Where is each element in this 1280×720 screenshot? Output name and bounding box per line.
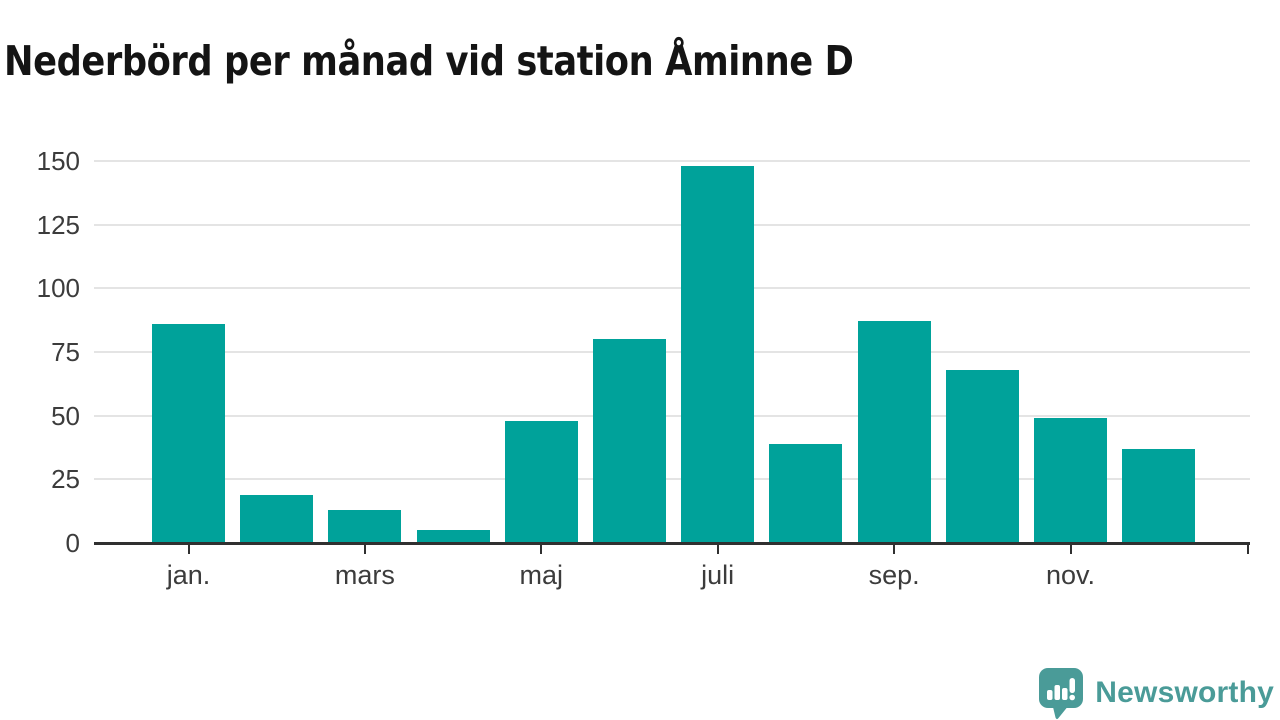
gridline-150: [94, 160, 1250, 162]
y-axis-label-100: 100: [36, 273, 80, 304]
bar-month-9: [857, 321, 931, 543]
chart-title: Nederbörd per månad vid station Åminne D: [4, 37, 854, 86]
bar-month-12: [1122, 448, 1196, 543]
x-axis-tick-0: [187, 545, 190, 554]
bar-month-2: [240, 494, 314, 543]
bar-month-4: [416, 530, 490, 543]
bar-month-11: [1034, 418, 1107, 543]
bar-month-5: [504, 420, 578, 543]
y-axis-label-50: 50: [51, 400, 80, 431]
gridline-100: [94, 287, 1250, 290]
bar-month-8: [769, 443, 843, 543]
x-axis-tick-6: [1247, 545, 1249, 554]
x-axis-label-6: nov.: [1045, 560, 1096, 590]
newsworthy-logo-text: Newsworthy: [1095, 676, 1274, 709]
x-axis-line: [94, 542, 1250, 545]
gridline-75: [94, 351, 1250, 353]
x-axis-label-2: mars: [334, 560, 395, 590]
bar-month-1: [152, 323, 225, 543]
x-axis-label-4: juli: [701, 560, 735, 590]
x-axis-label-1: jan.: [166, 560, 211, 590]
x-axis-label-3: maj: [519, 560, 564, 590]
y-axis-label-0: 0: [65, 528, 80, 558]
x-axis-tick-2: [540, 545, 543, 554]
x-axis-tick-5: [1069, 545, 1072, 554]
gridline-125: [94, 223, 1250, 226]
y-axis-label-75: 75: [51, 337, 80, 367]
x-axis-label-5: sep.: [868, 560, 920, 590]
x-axis-tick-3: [716, 545, 719, 554]
y-axis-label-25: 25: [51, 464, 80, 495]
y-axis-label-125: 125: [36, 209, 80, 240]
bar-month-3: [328, 509, 402, 543]
bar-month-7: [681, 166, 755, 543]
gridline-50: [94, 414, 1250, 417]
bar-month-10: [945, 369, 1019, 543]
newsworthy-logo: Newsworthy: [1038, 666, 1274, 720]
x-axis-tick-4: [893, 545, 896, 554]
bar-chart-speech-bubble-icon: [1039, 667, 1084, 719]
y-axis-label-150: 150: [36, 146, 80, 176]
gridline-25: [94, 478, 1250, 481]
bar-month-6: [593, 339, 666, 543]
x-axis-tick-1: [363, 545, 366, 554]
